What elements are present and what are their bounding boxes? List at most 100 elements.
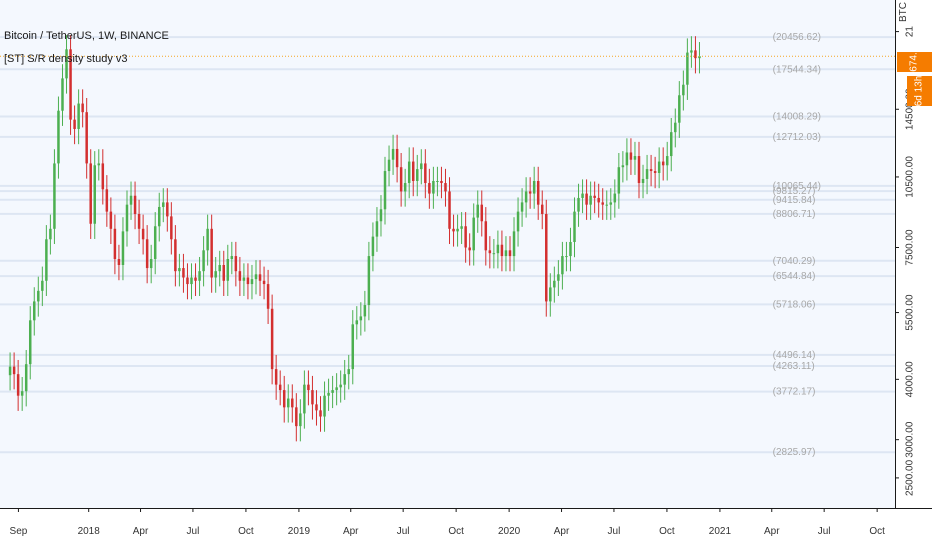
candle [8,352,12,391]
candle-body [645,169,649,179]
candle [528,177,532,209]
candle-body [411,161,415,181]
candle [468,233,471,266]
time-axis-label: 2021 [709,526,732,537]
time-axis-label: Apr [343,526,359,537]
candle [504,236,508,272]
candle-body [561,256,564,275]
candle-body [37,290,40,302]
candle [339,370,342,403]
candle-body [274,369,278,385]
candle [524,177,528,218]
last-price-label: 18674.02 [909,41,920,83]
candle [399,153,403,207]
candle [403,168,407,207]
candle-body [186,277,189,285]
candle-body [307,384,310,391]
candle [411,147,415,197]
candle-body [198,271,201,281]
candle-body [202,250,205,272]
candle-body [315,404,318,411]
candle [561,241,564,290]
candle-body [141,228,145,240]
candle-body [436,180,439,182]
candle-body [432,180,435,194]
candle-body [210,228,213,278]
candle [585,179,588,220]
candle [617,153,621,209]
candle [65,35,68,94]
plot-area[interactable] [0,0,895,508]
candle-body [617,167,621,194]
candle-body [629,152,633,160]
last-price-tag: 18674.02 [897,41,932,83]
time-axis-label: Jul [397,526,410,537]
candle-body [226,259,230,281]
sr-level-label: (14008.29) [773,111,821,122]
candle [49,214,52,255]
candle [395,134,399,183]
sr-level-label: (9415.84) [773,195,816,206]
candle-body [287,398,290,408]
candle-body [24,364,28,392]
candle-body [206,228,209,251]
candle-body [270,308,274,370]
candle-body [540,204,544,214]
candle-body [625,152,629,166]
candle [238,256,242,296]
candle-body [444,183,447,192]
candle [698,42,701,74]
candle-body [65,49,68,79]
candle [476,190,479,233]
candle-body [129,195,133,205]
sr-level-label: (6544.84) [773,271,816,282]
candle [246,263,250,300]
candle [37,276,40,317]
candle [250,264,254,300]
candle-body [266,284,270,309]
study-title[interactable]: [ST] S/R density study v3 [4,53,128,65]
candle [609,188,613,220]
candle [355,306,359,340]
candle [601,188,604,220]
candle [113,214,117,275]
candle [391,134,395,175]
sr-level-label: (4496.14) [773,350,816,361]
candle [520,188,524,227]
candle [335,373,338,406]
price-axis-label: 5500.00 [905,294,916,331]
candle [690,36,693,68]
candle-body [661,161,665,166]
candle [125,190,129,247]
candle [460,212,463,245]
time-axis-label: Apr [554,526,570,537]
candle [299,399,302,442]
candle [274,354,278,400]
candle [12,352,16,390]
price-axis-label: 4000.00 [905,361,916,398]
candle-body [653,171,657,173]
candle [694,36,697,74]
candle-body [391,148,395,160]
candle [258,260,262,296]
time-axis-label: Apr [133,526,149,537]
candle-body [573,211,576,242]
candle [262,266,266,300]
candle [319,396,322,432]
candle [480,190,484,237]
candle-body [496,244,500,254]
candle [581,179,584,214]
candle [549,273,552,317]
candle [343,359,346,400]
candle-body [339,384,342,388]
candle [170,202,173,255]
time-axis[interactable]: Sep 2018 Apr Jul Oct 2019 Apr Jul Oct 2020 Apr Jul O… [10,508,886,537]
price-axis-label: 7500.00 [905,229,916,266]
candle [315,390,318,426]
time-axis-label: 2019 [288,526,311,537]
candle-body [85,112,88,164]
time-axis-label: Jul [818,526,831,537]
